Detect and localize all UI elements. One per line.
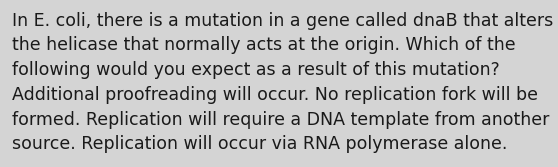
Text: Additional proofreading will occur. No replication fork will be: Additional proofreading will occur. No r… <box>12 86 538 104</box>
Text: source. Replication will occur via RNA polymerase alone.: source. Replication will occur via RNA p… <box>12 135 508 153</box>
Text: following would you expect as a result of this mutation?: following would you expect as a result o… <box>12 61 500 79</box>
Text: formed. Replication will require a DNA template from another: formed. Replication will require a DNA t… <box>12 111 550 129</box>
Text: the helicase that normally acts at the origin. Which of the: the helicase that normally acts at the o… <box>12 36 516 54</box>
Text: In E. coli, there is a mutation in a gene called dnaB that alters: In E. coli, there is a mutation in a gen… <box>12 12 554 30</box>
